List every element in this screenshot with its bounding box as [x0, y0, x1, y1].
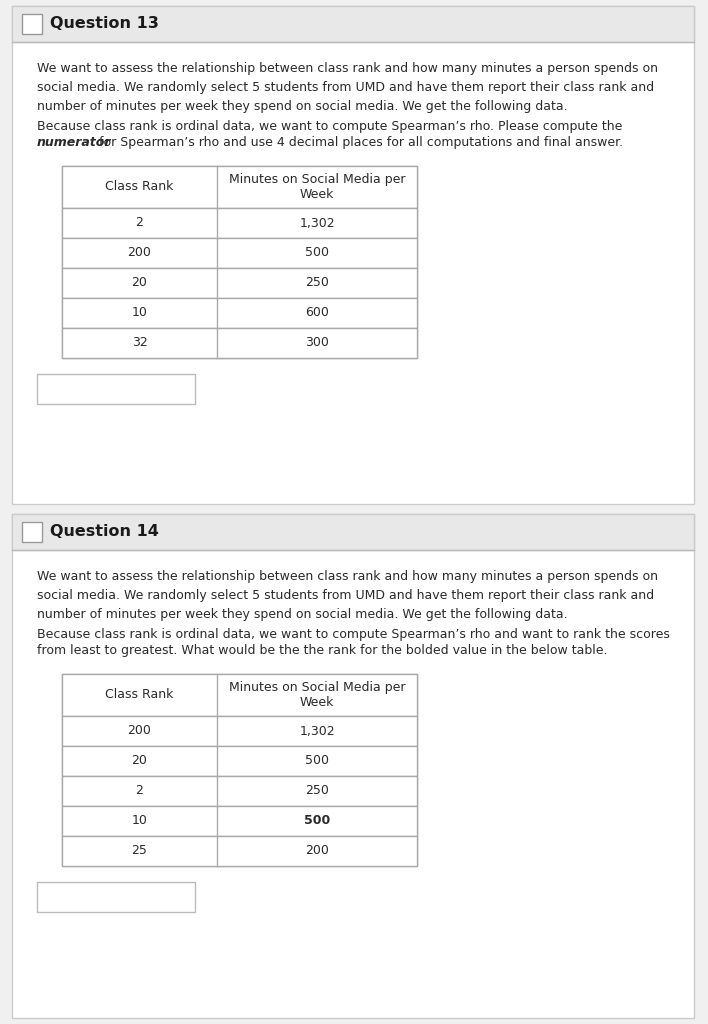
Text: 300: 300 [305, 337, 329, 349]
Text: 25: 25 [132, 845, 147, 857]
Text: Minutes on Social Media per: Minutes on Social Media per [229, 682, 405, 694]
Bar [62, 806, 417, 836]
Text: for Spearman’s rho and use 4 decimal places for all computations and final answe: for Spearman’s rho and use 4 decimal pla… [95, 136, 623, 150]
Text: 500: 500 [305, 247, 329, 259]
Text: 1,302: 1,302 [299, 216, 335, 229]
Bar [62, 208, 417, 238]
Bar [62, 836, 417, 866]
Text: 20: 20 [132, 276, 147, 290]
Text: 1,302: 1,302 [299, 725, 335, 737]
Text: 200: 200 [127, 725, 152, 737]
Bar [62, 166, 417, 358]
Bar [62, 328, 417, 358]
Bar [37, 374, 195, 404]
Bar [62, 298, 417, 328]
Text: 600: 600 [305, 306, 329, 319]
Bar [62, 268, 417, 298]
Text: 250: 250 [305, 784, 329, 798]
Text: 10: 10 [132, 306, 147, 319]
Bar [12, 6, 694, 42]
Text: 200: 200 [305, 845, 329, 857]
Bar [12, 514, 694, 550]
Text: Week: Week [299, 696, 334, 710]
Bar [22, 14, 42, 34]
Bar [62, 238, 417, 268]
Text: 20: 20 [132, 755, 147, 768]
Text: Question 13: Question 13 [50, 16, 159, 32]
Text: Week: Week [299, 188, 334, 202]
Text: Because class rank is ordinal data, we want to compute Spearman’s rho. Please co: Because class rank is ordinal data, we w… [37, 120, 622, 133]
Text: We want to assess the relationship between class rank and how many minutes a per: We want to assess the relationship betwe… [37, 62, 658, 113]
Bar [12, 514, 694, 1018]
Text: Minutes on Social Media per: Minutes on Social Media per [229, 173, 405, 186]
Bar [62, 674, 417, 866]
Text: 500: 500 [305, 755, 329, 768]
Text: We want to assess the relationship between class rank and how many minutes a per: We want to assess the relationship betwe… [37, 570, 658, 621]
Bar [62, 746, 417, 776]
Text: 2: 2 [135, 784, 144, 798]
Bar [62, 716, 417, 746]
Text: from least to greatest. What would be the the rank for the bolded value in the b: from least to greatest. What would be th… [37, 644, 607, 657]
Text: 500: 500 [304, 814, 330, 827]
Bar [37, 882, 195, 912]
Text: Class Rank: Class Rank [105, 180, 173, 194]
Bar [12, 6, 694, 504]
Text: Class Rank: Class Rank [105, 688, 173, 701]
Text: 10: 10 [132, 814, 147, 827]
Bar [62, 776, 417, 806]
Bar [62, 674, 417, 716]
Text: 2: 2 [135, 216, 144, 229]
Bar [22, 522, 42, 542]
Bar [62, 166, 417, 208]
Text: 200: 200 [127, 247, 152, 259]
Text: Question 14: Question 14 [50, 524, 159, 540]
Text: Because class rank is ordinal data, we want to compute Spearman’s rho and want t: Because class rank is ordinal data, we w… [37, 628, 670, 641]
Text: 32: 32 [132, 337, 147, 349]
Text: 250: 250 [305, 276, 329, 290]
Text: numerator: numerator [37, 136, 111, 150]
